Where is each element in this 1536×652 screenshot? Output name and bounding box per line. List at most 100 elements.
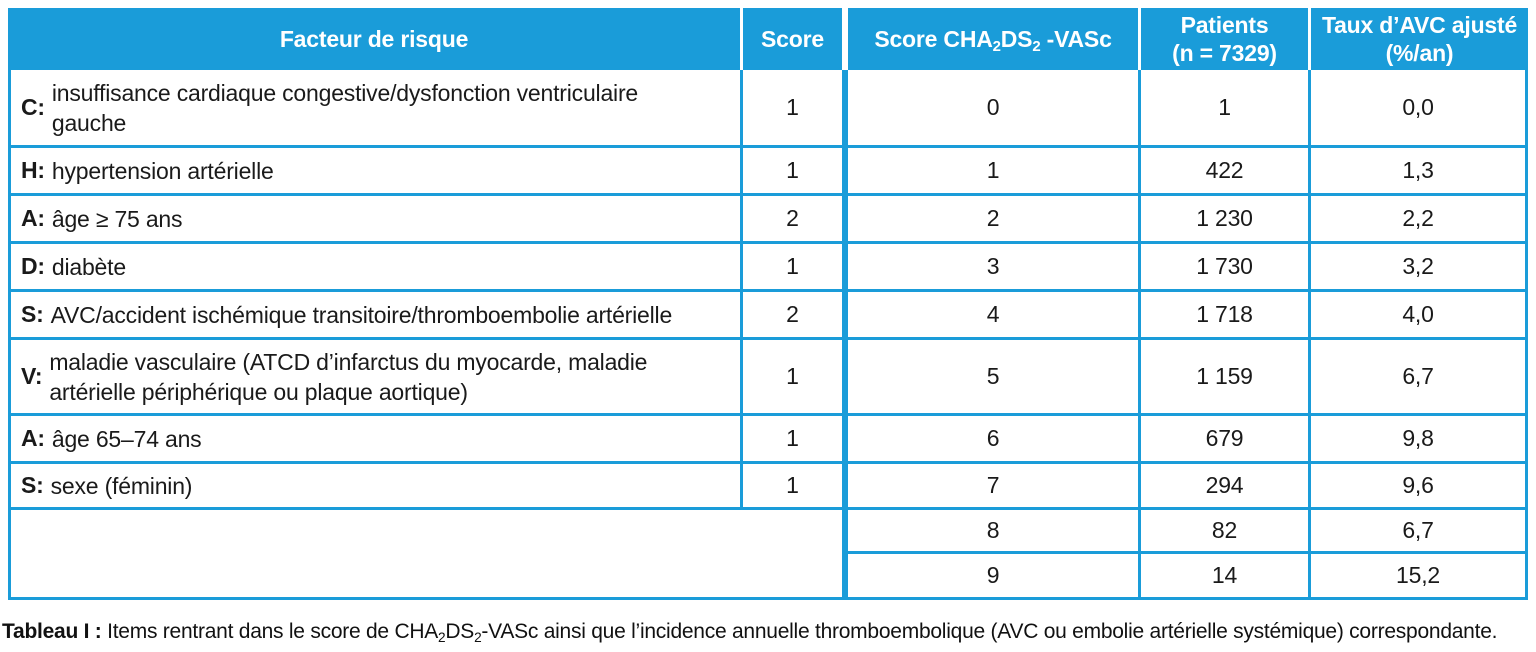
factor-cell: A: âge 65–74 ans	[11, 416, 743, 461]
patients-cell: 1	[1141, 70, 1311, 145]
factor-text: âge ≥ 75 ans	[51, 205, 183, 232]
header-score-cha2ds2-vasc-line: Score CHA2DS2 -VASc	[874, 25, 1112, 56]
header-patients-line2: (n = 7329)	[1172, 40, 1277, 66]
table-row-score-5: 5 1 159 6,7	[848, 340, 1525, 416]
chads-score-cell: 8	[848, 510, 1141, 551]
factor-cell: C: insuffisance cardiaque congestive/dys…	[11, 70, 743, 145]
chads-score-cell: 4	[848, 292, 1141, 337]
chads-score-cell: 7	[848, 464, 1141, 507]
chads-score-cell: 2	[848, 196, 1141, 241]
factor-prefix: C:	[21, 94, 45, 120]
header-divider	[740, 8, 743, 70]
factor-prefix: S:	[21, 301, 44, 327]
header-taux-line1: Taux d’AVC ajusté	[1321, 11, 1518, 38]
factor-text: diabète	[51, 253, 126, 280]
factor-text: insuffisance cardiaque congestive/dysfon…	[52, 78, 638, 138]
score-cell: 2	[786, 301, 799, 327]
table-row-s-sexe: S: sexe (féminin) 1	[11, 464, 842, 510]
factor-cell: D: diabète	[11, 244, 743, 289]
patients-cell: 1 718	[1141, 292, 1311, 337]
patients-cell: 1 230	[1141, 196, 1311, 241]
stroke-rate-cell: 6,7	[1402, 363, 1434, 389]
score-cell: 1	[786, 363, 799, 389]
factor-text-line: maladie vasculaire (ATCD d’infarctus du …	[49, 348, 648, 375]
factor-text: sexe (féminin)	[50, 472, 193, 499]
score-cell: 1	[786, 253, 799, 279]
stroke-rate-cell: 2,2	[1402, 205, 1434, 231]
header-score-cha2ds2-vasc: Score CHA2DS2 -VASc	[848, 8, 1138, 70]
factor-cell: S: sexe (féminin)	[11, 464, 743, 507]
left-table-body: C: insuffisance cardiaque congestive/dys…	[8, 70, 845, 600]
table-caption: Tableau I : Items rentrant dans le score…	[2, 620, 1498, 646]
table-row-score-6: 6 679 9,8	[848, 416, 1525, 464]
table-row-score-0: 0 1 0,0	[848, 70, 1525, 148]
stroke-rate-cell: 0,0	[1402, 94, 1434, 120]
header-patients: Patients (n = 7329)	[1141, 8, 1308, 70]
stroke-rate-cell: 4,0	[1402, 301, 1434, 327]
factor-text: hypertension artérielle	[51, 157, 274, 184]
factor-text-line: artérielle périphérique ou plaque aortiq…	[49, 378, 468, 405]
table-row-score-2: 2 1 230 2,2	[848, 196, 1525, 244]
chads-score-cell: 3	[848, 244, 1141, 289]
factor-text-line: insuffisance cardiaque congestive/dysfon…	[51, 79, 638, 106]
table-row-s-avc: S: AVC/accident ischémique transitoire/t…	[11, 292, 842, 340]
stroke-rate-cell: 9,6	[1402, 472, 1434, 498]
score-cell: 1	[786, 157, 799, 183]
factor-prefix: D:	[21, 253, 45, 279]
table-row-score-4: 4 1 718 4,0	[848, 292, 1525, 340]
table-row-score-3: 3 1 730 3,2	[848, 244, 1525, 292]
table-row-a65: A: âge 65–74 ans 1	[11, 416, 842, 464]
stroke-rate-cell: 9,8	[1402, 425, 1434, 451]
chads-score-cell: 9	[848, 554, 1141, 597]
score-cell: 1	[786, 94, 799, 120]
left-table-header: Facteur de risque Score	[8, 8, 842, 70]
empty-cell	[11, 510, 842, 597]
factor-text-line: gauche	[51, 109, 127, 136]
score-cell: 2	[786, 205, 799, 231]
patients-cell: 14	[1141, 554, 1311, 597]
table-row-score-1: 1 422 1,3	[848, 148, 1525, 196]
header-patients-line1: Patients	[1180, 11, 1269, 38]
table-row-score-8: 8 82 6,7	[848, 510, 1525, 554]
factor-prefix: V:	[21, 363, 43, 389]
header-taux-avc-ajuste: Taux d’AVC ajusté (%/an)	[1311, 8, 1528, 70]
factor-cell: S: AVC/accident ischémique transitoire/t…	[11, 292, 743, 337]
patients-cell: 679	[1141, 416, 1311, 461]
header-score: Score	[761, 25, 824, 52]
factor-prefix: H:	[21, 157, 45, 183]
factor-text: AVC/accident ischémique transitoire/thro…	[50, 301, 673, 328]
chads-score-cell: 0	[848, 70, 1141, 145]
table-row-d: D: diabète 1	[11, 244, 842, 292]
caption-text: Items rentrant dans le score de CHA	[101, 620, 439, 643]
factor-cell: A: âge ≥ 75 ans	[11, 196, 743, 241]
table-row-v: V: maladie vasculaire (ATCD d’infarctus …	[11, 340, 842, 416]
factor-cell: H: hypertension artérielle	[11, 148, 743, 193]
table-row-a75: A: âge ≥ 75 ans 2	[11, 196, 842, 244]
patients-cell: 1 159	[1141, 340, 1311, 413]
score-cell: 1	[786, 425, 799, 451]
factor-prefix: A:	[21, 205, 45, 231]
stroke-rate-cell: 6,7	[1402, 517, 1434, 543]
stroke-rate-cell: 1,3	[1402, 157, 1434, 183]
factor-prefix: A:	[21, 425, 45, 451]
header-facteur-de-risque: Facteur de risque	[279, 25, 469, 52]
patients-cell: 422	[1141, 148, 1311, 193]
chads-score-cell: 6	[848, 416, 1141, 461]
table-row-score-7: 7 294 9,6	[848, 464, 1525, 510]
patients-cell: 1 730	[1141, 244, 1311, 289]
factor-cell: V: maladie vasculaire (ATCD d’infarctus …	[11, 340, 743, 413]
header-divider	[1308, 8, 1311, 70]
right-table-body: 0 1 0,0 1 422 1,3 2 1 230 2,2 3 1 730 3,…	[845, 70, 1528, 600]
score-cell: 1	[786, 472, 799, 498]
stroke-rate-cell: 3,2	[1402, 253, 1434, 279]
header-taux-line2: (%/an)	[1385, 40, 1454, 66]
table-row-h: H: hypertension artérielle 1	[11, 148, 842, 196]
chads-score-cell: 5	[848, 340, 1141, 413]
patients-cell: 82	[1141, 510, 1311, 551]
factor-text: âge 65–74 ans	[51, 425, 202, 452]
caption-label: Tableau I :	[2, 620, 102, 643]
stroke-rate-cell: 15,2	[1396, 562, 1440, 588]
factor-prefix: S:	[21, 472, 44, 498]
patients-cell: 294	[1141, 464, 1311, 507]
